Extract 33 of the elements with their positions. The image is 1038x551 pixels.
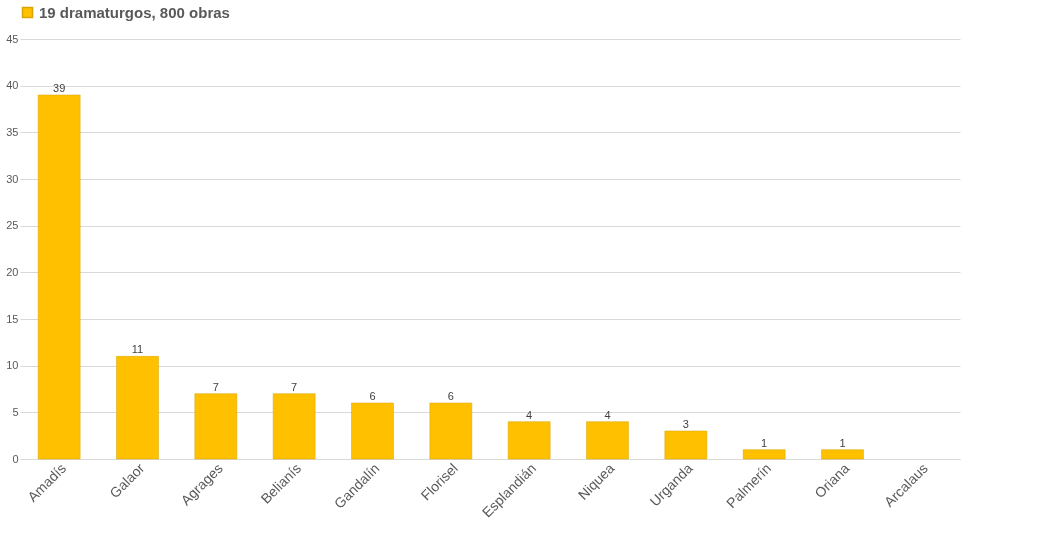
y-tick-label: 45	[6, 32, 19, 45]
data-label: 6	[369, 390, 376, 402]
data-label: 6	[447, 390, 454, 402]
data-label: 3	[682, 418, 689, 430]
data-label: 7	[212, 380, 219, 393]
data-label: 4	[604, 408, 611, 421]
y-tick-label: 10	[6, 359, 19, 372]
data-label: 39	[53, 82, 66, 94]
data-label: 11	[131, 343, 144, 356]
y-tick-label: 0	[12, 452, 19, 465]
bar	[37, 94, 81, 460]
data-label: 1	[761, 436, 768, 449]
y-tick-label: 25	[6, 219, 19, 232]
data-label: 7	[291, 380, 298, 393]
data-label: 4	[526, 408, 533, 421]
bar	[507, 421, 551, 460]
bar	[586, 421, 629, 460]
legend-label: 19 dramaturgos, 800 obras	[39, 3, 230, 21]
bar	[742, 449, 786, 460]
y-tick-label: 30	[6, 172, 19, 185]
bar	[194, 393, 238, 460]
bar	[272, 393, 316, 460]
y-tick-label: 40	[6, 79, 19, 92]
bar	[664, 430, 708, 460]
bar	[821, 449, 864, 460]
y-tick-label: 15	[6, 312, 19, 325]
bar	[429, 402, 473, 460]
y-tick-label: 20	[6, 265, 19, 278]
data-label: 1	[839, 436, 846, 449]
y-tick-label: 35	[6, 125, 19, 138]
bar	[351, 402, 394, 460]
y-tick-label: 5	[12, 405, 19, 418]
bar	[116, 356, 159, 460]
